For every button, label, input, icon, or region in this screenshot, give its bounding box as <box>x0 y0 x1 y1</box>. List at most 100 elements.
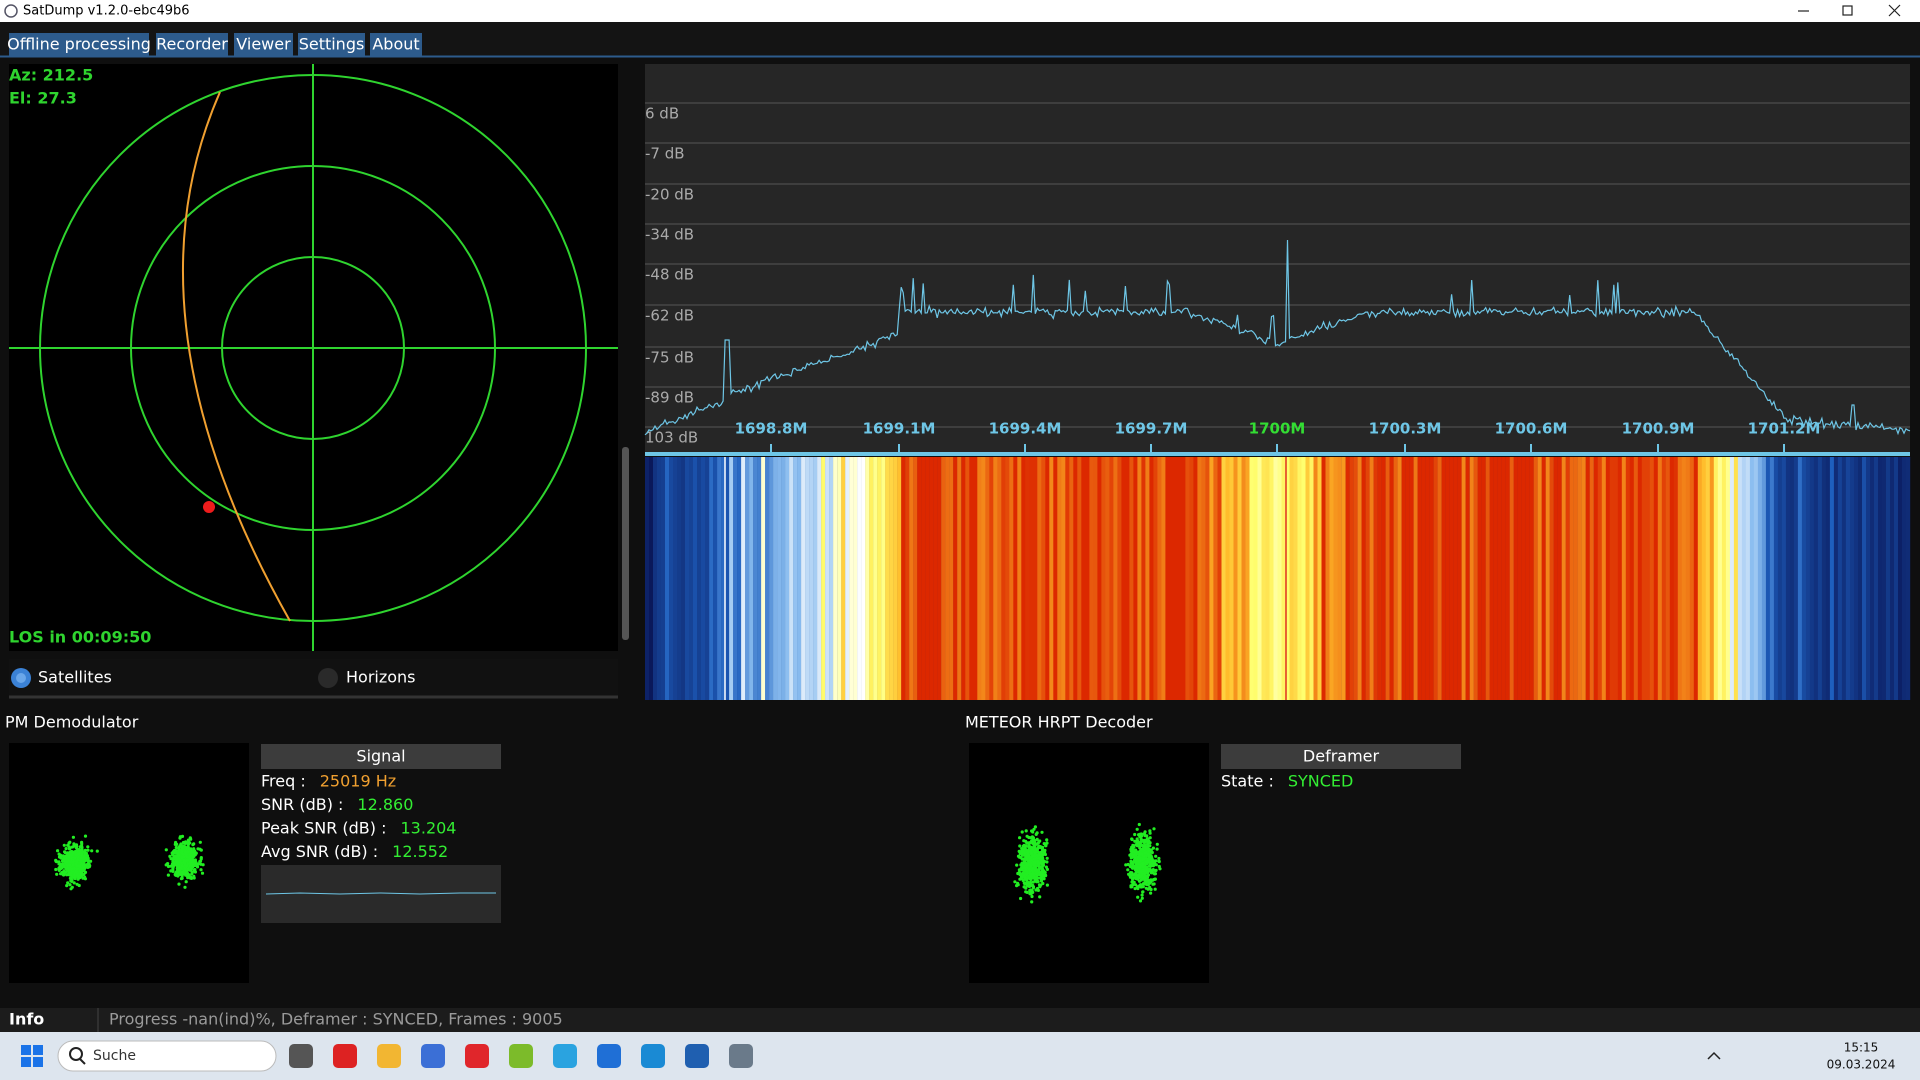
tab[interactable] <box>298 33 365 56</box>
app-icon[interactable] <box>509 1044 533 1068</box>
radio-label[interactable]: Horizons <box>346 668 416 687</box>
clock-date[interactable]: 09.03.2024 <box>1827 1058 1896 1072</box>
constellation-point <box>199 848 203 852</box>
waterfall-column <box>1173 457 1178 700</box>
waterfall-column <box>829 457 834 700</box>
waterfall-column <box>1365 457 1370 700</box>
app-icon[interactable] <box>641 1044 665 1068</box>
constellation-point <box>68 883 72 887</box>
constellation-point <box>83 834 88 838</box>
constellation-point <box>1136 855 1141 859</box>
maximize-button[interactable] <box>1842 5 1853 16</box>
waterfall-column <box>1549 457 1554 700</box>
waterfall-column <box>1149 457 1154 700</box>
constellation-point <box>1136 877 1140 881</box>
constellation-point <box>55 872 59 876</box>
app-icon[interactable] <box>465 1044 489 1068</box>
waterfall-column <box>1113 457 1118 700</box>
constellation-point <box>1142 857 1146 861</box>
constellation-point <box>89 859 93 863</box>
tab-label[interactable]: Settings <box>299 35 365 54</box>
constellation-point <box>1132 850 1136 855</box>
constellation-point <box>71 863 76 867</box>
tab[interactable] <box>234 33 293 56</box>
waterfall-column <box>741 457 746 700</box>
constellation-point <box>195 865 200 869</box>
waterfall-column <box>1097 457 1102 700</box>
radio-horizons[interactable] <box>318 668 338 688</box>
constellation-point <box>77 864 81 868</box>
constellation-point <box>1147 855 1151 859</box>
waterfall-column <box>1886 457 1891 700</box>
constellation-point <box>175 866 179 871</box>
waterfall-column <box>881 457 886 700</box>
app-icon[interactable] <box>289 1044 313 1068</box>
constellation <box>9 743 249 983</box>
waterfall-column <box>1381 457 1386 700</box>
constellation-point <box>74 853 79 858</box>
close-button[interactable] <box>1888 4 1901 17</box>
waterfall-column <box>1537 457 1542 700</box>
app-icon[interactable] <box>729 1044 753 1068</box>
waterfall-column <box>929 457 934 700</box>
constellation-point <box>1024 886 1028 890</box>
waterfall-column <box>1357 457 1362 700</box>
constellation <box>969 743 1209 983</box>
constellation-point <box>1030 900 1034 904</box>
app-icon[interactable] <box>421 1044 445 1068</box>
tab[interactable] <box>9 33 149 56</box>
tab[interactable] <box>156 33 228 56</box>
waterfall-column <box>1281 457 1286 700</box>
app-icon[interactable] <box>597 1044 621 1068</box>
waterfall-column <box>1249 457 1254 700</box>
elevation: El: 27.3 <box>9 89 77 108</box>
waterfall-column <box>1273 457 1278 700</box>
waterfall-column <box>1389 457 1394 700</box>
radio-label[interactable]: Satellites <box>38 668 112 687</box>
app-icon[interactable] <box>377 1044 401 1068</box>
scrollbar[interactable] <box>622 447 629 640</box>
constellation-point <box>187 840 191 844</box>
waterfall-column <box>1405 457 1410 700</box>
app-icon[interactable] <box>333 1044 357 1068</box>
tray-chevron[interactable] <box>1707 1051 1721 1060</box>
waterfall-column <box>1033 457 1038 700</box>
waterfall-column <box>1453 457 1458 700</box>
tab[interactable] <box>370 33 422 56</box>
tab-label[interactable]: Recorder <box>156 35 228 54</box>
waterfall-column <box>1870 457 1875 700</box>
constellation-point <box>1133 832 1137 837</box>
waterfall-column <box>1205 457 1210 700</box>
constellation-point <box>73 874 77 878</box>
waterfall-column <box>1733 457 1739 700</box>
search-box[interactable] <box>57 1040 277 1072</box>
waterfall-column <box>1585 457 1590 700</box>
waterfall-column <box>1765 457 1771 700</box>
start-button[interactable] <box>21 1045 43 1067</box>
waterfall-column <box>1433 457 1438 700</box>
constellation-point <box>1034 832 1038 837</box>
tab-label[interactable]: Viewer <box>236 35 291 54</box>
constellation-point <box>177 848 181 852</box>
tab-label[interactable]: Offline processing <box>7 35 151 54</box>
constellation-point <box>54 867 58 872</box>
constellation-point <box>1131 866 1135 870</box>
field-label: SNR (dB) : <box>261 795 343 814</box>
waterfall-column <box>733 457 738 700</box>
waterfall-column <box>853 457 858 700</box>
polar-grid <box>9 64 618 651</box>
waterfall-column <box>1157 457 1162 700</box>
waterfall-column <box>1777 457 1783 700</box>
app-icon[interactable] <box>685 1044 709 1068</box>
constellation-point <box>1144 847 1148 851</box>
waterfall-column <box>1649 457 1654 700</box>
clock-time[interactable]: 15:15 <box>1844 1041 1879 1055</box>
tab-label[interactable]: About <box>372 35 419 54</box>
decoder-fields: State : SYNCED <box>1221 772 1353 791</box>
waterfall-column <box>1077 457 1082 700</box>
app-icon[interactable] <box>553 1044 577 1068</box>
constellation-point <box>1032 857 1036 861</box>
constellation-point <box>1040 865 1044 870</box>
constellation-point <box>1153 887 1157 891</box>
waterfall-column <box>1061 457 1066 700</box>
